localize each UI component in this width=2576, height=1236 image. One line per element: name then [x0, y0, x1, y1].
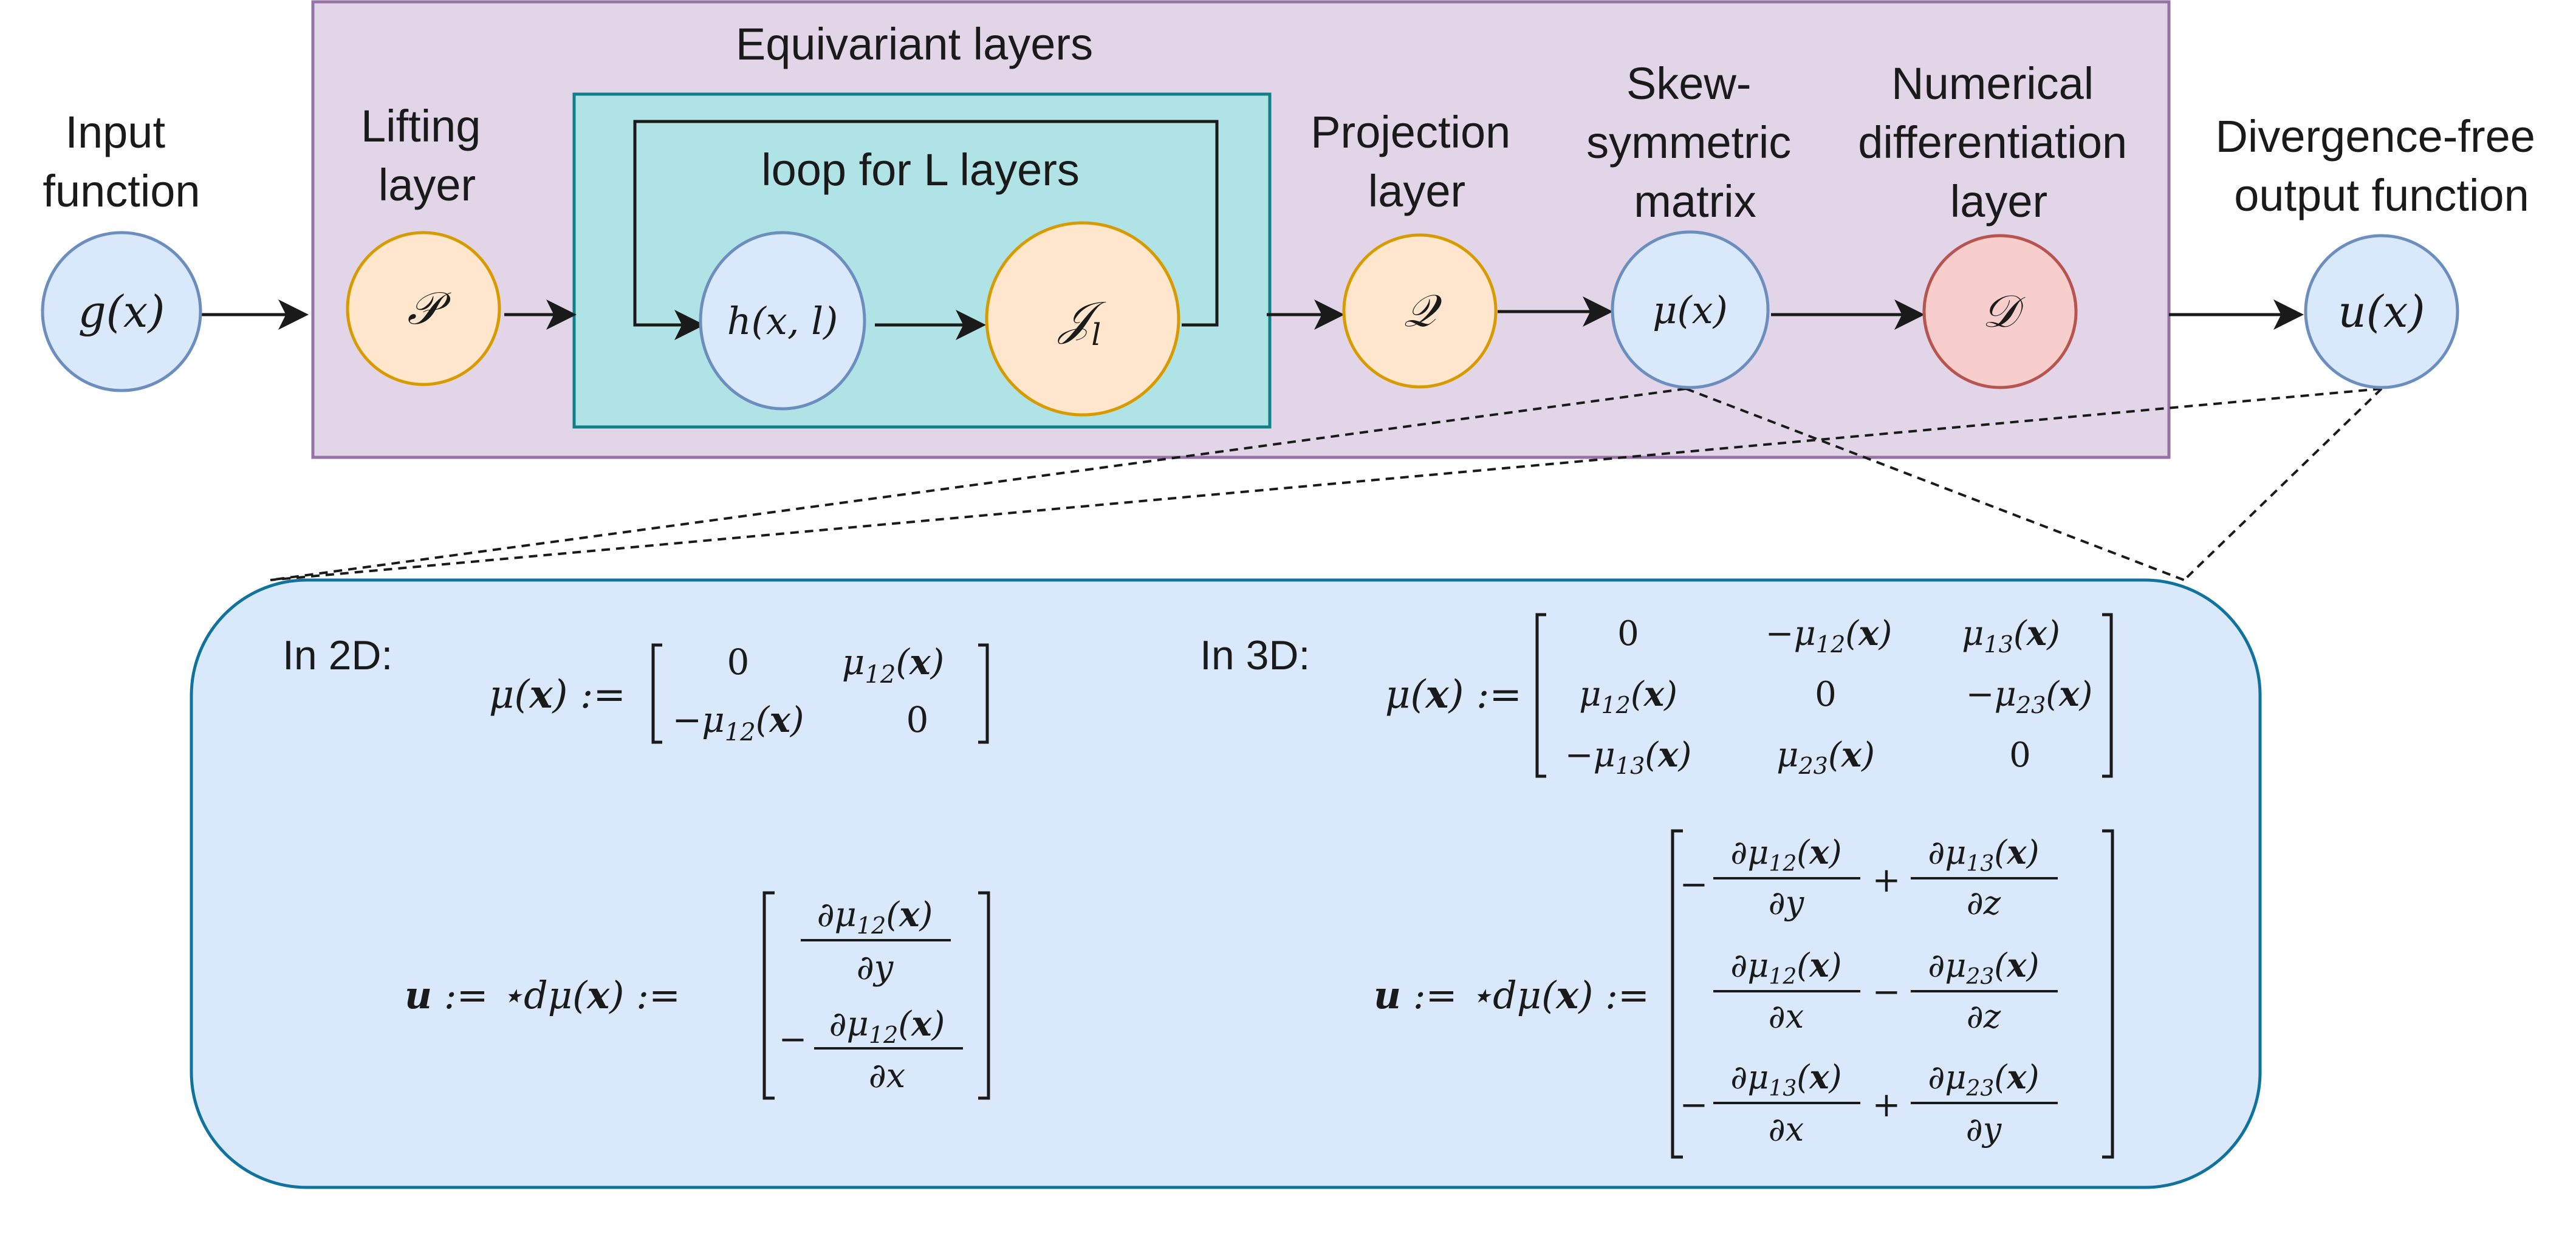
input-node-formula: g(x) — [78, 286, 165, 337]
mu-2d-lhs: μ(x) := — [489, 672, 626, 717]
numerical-differentiation-label: Numerical differentiation layer — [1858, 58, 2140, 227]
u-2d-definition: u := ⋆dμ(x) := ∂μ12(x) ∂y − ∂μ12(x) ∂x — [405, 891, 990, 1100]
loop-label: loop for L layers — [761, 145, 1080, 195]
u-3d-row-2: ∂μ23(x) — [1928, 946, 2039, 989]
u-2d-entry-2-sign: − — [779, 1020, 807, 1059]
mu-2d-definition: μ(x) := 0 μ12(x) −μ12(x) 0 — [489, 641, 989, 746]
hidden-node-formula: h(x, l) — [727, 299, 838, 343]
u-2d-lhs: u := ⋆dμ(x) := — [405, 973, 680, 1017]
zoom-lines — [270, 388, 2383, 581]
input-label: Input function — [43, 107, 200, 216]
mu-node — [1611, 230, 1770, 389]
mu-3d-cell: 0 — [2009, 736, 2031, 775]
u-3d-row-3: ∂x — [1769, 1110, 1804, 1149]
equivariant-layers-label: Equivariant layers — [736, 19, 1093, 69]
output-node — [2304, 234, 2459, 389]
lifting-node — [346, 231, 501, 386]
projection-node — [1342, 233, 1498, 389]
mu-3d-cell: μ23(x) — [1776, 735, 1875, 779]
mu-3d-cell: 0 — [1617, 614, 1639, 654]
u-3d-row-3: + — [1872, 1085, 1901, 1125]
u-3d-row-3: ∂y — [1966, 1110, 2002, 1149]
diff-node — [1922, 234, 2078, 389]
hidden-node — [699, 231, 866, 411]
lifting-label: Lifting layer — [361, 101, 493, 210]
u-3d-row-1: ∂y — [1769, 884, 1805, 922]
u-3d-row-1: ∂z — [1967, 884, 2001, 922]
kernel-node — [985, 221, 1180, 417]
mu-2d-cell: μ12(x) — [842, 641, 944, 689]
mu-3d-cell: 0 — [1815, 675, 1837, 714]
output-label: Divergence-free output function — [2215, 111, 2547, 220]
u-3d-row-2: − — [1872, 972, 1901, 1012]
mu-3d-definition: μ(x) := 0 −μ12(x) μ13(x) μ12(x) 0 −μ23(x… — [1385, 613, 2113, 779]
mu-3d-cell: −μ13(x) — [1565, 735, 1692, 779]
output-node-formula: u(x) — [2338, 286, 2425, 337]
mu-3d-cell: μ12(x) — [1579, 674, 1677, 719]
u-3d-row-2: ∂x — [1769, 997, 1804, 1036]
u-2d-entry-1-den: ∂y — [857, 948, 894, 988]
u-3d-row-3: − — [1680, 1085, 1708, 1125]
u-2d-entry-2-den: ∂x — [869, 1056, 906, 1096]
mu-node-formula: μ(x) — [1653, 288, 1728, 332]
u-3d-row-1: − — [1680, 865, 1708, 904]
skew-symmetric-label: Skew- symmetric matrix — [1586, 58, 1804, 227]
mu-3d-lhs: μ(x) := — [1385, 672, 1522, 717]
u-3d-row-2: ∂z — [1967, 997, 2001, 1036]
mu-2d-cell: 0 — [727, 641, 750, 683]
in3d-label: In 3D: — [1200, 632, 1310, 678]
loop-arrow — [633, 120, 1219, 340]
mu-3d-cell: −μ23(x) — [1966, 674, 2093, 719]
in2d-label: In 2D: — [283, 632, 392, 678]
mu-2d-cell: 0 — [906, 699, 929, 740]
u-3d-row-1: + — [1872, 861, 1901, 900]
detail-panel — [190, 578, 2262, 1189]
projection-label: Projection layer — [1310, 107, 1523, 216]
u-3d-definition: u := ⋆dμ(x) := − ∂μ12(x) ∂y + ∂μ13(x) ∂z… — [1374, 829, 2114, 1159]
u-3d-lhs: u := ⋆dμ(x) := — [1374, 973, 1649, 1017]
input-node — [41, 231, 202, 392]
